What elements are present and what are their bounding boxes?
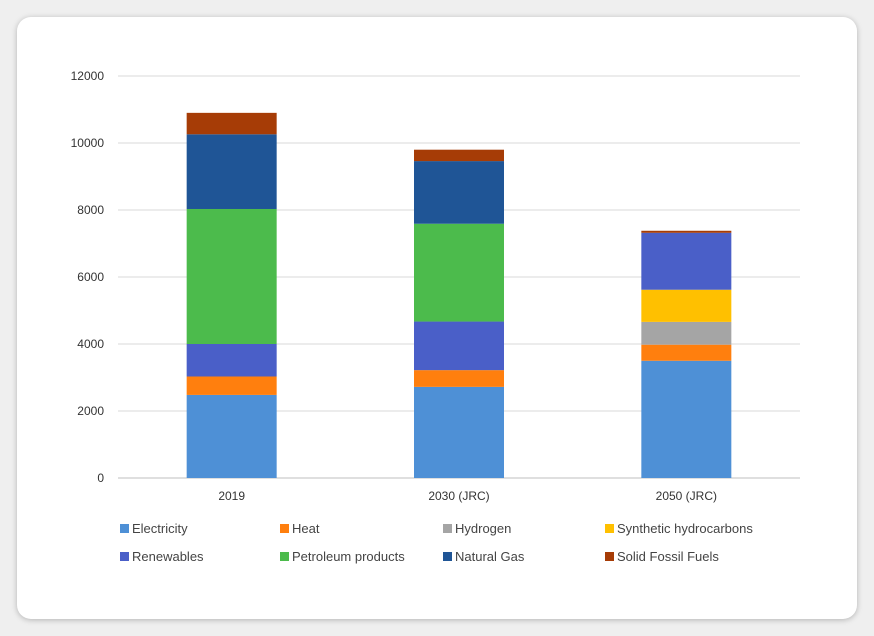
y-tick-label: 10000 [71,136,105,150]
legend-label: Synthetic hydrocarbons [617,521,753,536]
bar-segment-renewables [641,232,732,290]
bar-segment-solid-fossil-fuels [641,230,732,233]
legend-swatch [605,552,614,561]
bar-segment-petroleum-products [414,223,504,322]
legend-swatch [120,524,129,533]
bar-segment-solid-fossil-fuels [186,112,277,135]
bar-segment-natural-gas [414,161,504,224]
bars [186,112,732,478]
legend-label: Heat [292,521,320,536]
legend-swatch [280,552,289,561]
bar-segment-electricity [414,386,504,478]
y-tick-label: 2000 [77,404,104,418]
legend: Electricity Heat Hydrogen Synthetic hydroca… [120,521,753,564]
bar-segment-synthetic-hydrocarbons [641,289,732,322]
legend-label: Hydrogen [455,521,511,536]
legend-swatch [443,524,452,533]
bar-segment-heat [414,370,504,387]
legend-swatch [443,552,452,561]
x-tick-label: 2019 [218,489,245,503]
bar-segment-hydrogen [641,321,732,345]
legend-swatch [605,524,614,533]
bar-segment-electricity [186,394,277,478]
y-tick-label: 4000 [77,337,104,351]
x-axis: 2019 2030 (JRC) 2050 (JRC) [218,489,717,503]
bar-segment-electricity [641,360,732,478]
y-axis: 0 2000 4000 6000 8000 10000 12000 [71,69,105,485]
legend-swatch [120,552,129,561]
bar-segment-natural-gas [186,134,277,209]
y-tick-label: 12000 [71,69,105,83]
legend-label: Electricity [132,521,188,536]
legend-label: Solid Fossil Fuels [617,549,719,564]
bar-segment-renewables [414,321,504,371]
legend-label: Natural Gas [455,549,525,564]
legend-swatch [280,524,289,533]
bar-segment-solid-fossil-fuels [414,149,504,162]
legend-label: Renewables [132,549,204,564]
bar-segment-renewables [186,344,277,377]
legend-label: Petroleum products [292,549,405,564]
bar-segment-heat [641,344,732,361]
y-tick-label: 6000 [77,270,104,284]
x-tick-label: 2050 (JRC) [656,489,717,503]
y-tick-label: 8000 [77,203,104,217]
bar-segment-heat [186,376,277,395]
x-tick-label: 2030 (JRC) [428,489,489,503]
bar-segment-petroleum-products [186,208,277,344]
y-tick-label: 0 [97,471,104,485]
